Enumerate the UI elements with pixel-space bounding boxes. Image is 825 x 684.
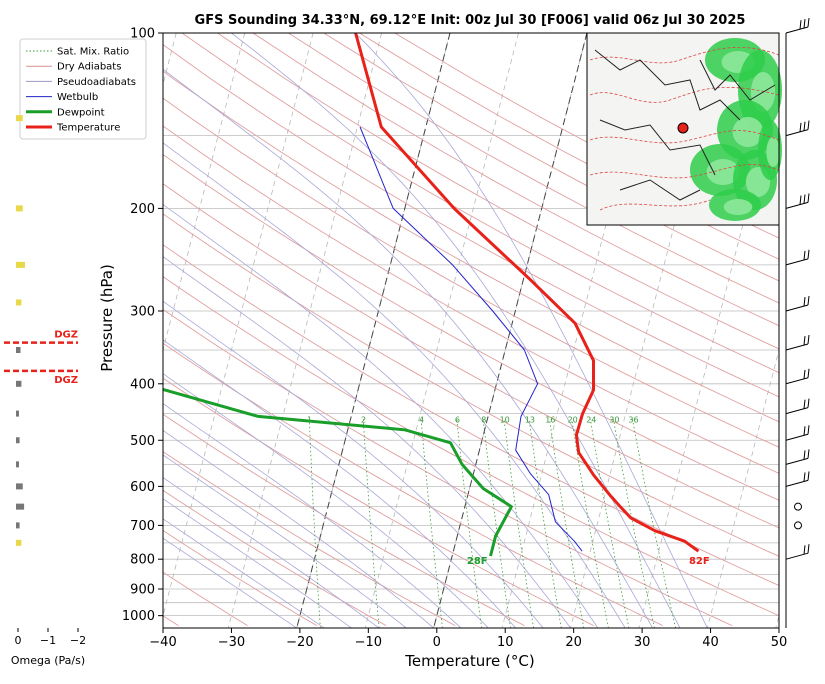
- chart-title: GFS Sounding 34.33°N, 69.12°E Init: 00z …: [195, 13, 746, 28]
- precip-area: [724, 199, 753, 215]
- y-tick-label: 900: [130, 582, 155, 597]
- surface-temperature-label: 82F: [689, 556, 710, 567]
- precip-area: [766, 137, 779, 167]
- y-tick-label: 200: [130, 202, 155, 217]
- dgz-label: DGZ: [54, 330, 78, 341]
- omega-bar: [16, 540, 21, 546]
- omega-tick-label: −1: [40, 634, 56, 647]
- x-tick-label: −10: [355, 635, 382, 650]
- x-tick-label: −20: [286, 635, 313, 650]
- legend-label: Temperature: [56, 123, 120, 134]
- mixing-ratio-label: 36: [628, 416, 638, 425]
- omega-bar: [16, 115, 23, 121]
- x-tick-label: 0: [433, 635, 441, 650]
- y-tick-label: 400: [130, 377, 155, 392]
- mixing-ratio-label: 10: [500, 416, 510, 425]
- mixing-ratio-label: 30: [609, 416, 619, 425]
- mixing-ratio-label: 4: [419, 416, 424, 425]
- y-tick-label: 600: [130, 480, 155, 495]
- omega-bar: [16, 483, 23, 489]
- omega-axis-title: Omega (Pa/s): [11, 654, 85, 667]
- legend-label: Dewpoint: [57, 107, 105, 118]
- x-tick-label: −40: [149, 635, 176, 650]
- y-axis-title: Pressure (hPa): [98, 264, 116, 372]
- x-tick-label: 20: [565, 635, 582, 650]
- x-axis-title: Temperature (°C): [404, 652, 534, 670]
- omega-bar: [16, 299, 21, 305]
- legend: Sat. Mix. Ratio Dry Adiabats Pseudoadiabat…: [20, 39, 146, 139]
- mixing-ratio-label: 2: [361, 416, 366, 425]
- omega-tick-label: 0: [15, 634, 22, 647]
- mixing-ratio-label: 20: [568, 416, 578, 425]
- omega-bar: [16, 522, 20, 528]
- surface-dewpoint-label: 28F: [467, 556, 488, 567]
- mixing-ratio-label: 16: [545, 416, 555, 425]
- legend-label: Wetbulb: [57, 92, 98, 103]
- mixing-ratio-label: 8: [481, 416, 486, 425]
- omega-bar: [16, 347, 21, 353]
- mixing-ratio-label: 24: [586, 416, 596, 425]
- x-tick-label: 50: [771, 635, 788, 650]
- omega-bar: [16, 411, 19, 417]
- x-tick-label: 40: [702, 635, 719, 650]
- legend-label: Pseudoadiabats: [57, 77, 136, 88]
- omega-tick-label: −2: [70, 634, 86, 647]
- inset-map: [587, 33, 782, 225]
- legend-label: Dry Adiabats: [57, 62, 121, 73]
- omega-bar: [16, 381, 21, 387]
- x-tick-label: −30: [218, 635, 245, 650]
- omega-bar: [16, 262, 25, 268]
- dgz-label: DGZ: [54, 375, 78, 386]
- x-tick-label: 30: [634, 635, 651, 650]
- mixing-ratio-label: 1: [307, 416, 312, 425]
- y-tick-label: 800: [130, 553, 155, 568]
- y-tick-label: 700: [130, 519, 155, 534]
- omega-bar: [16, 205, 23, 211]
- location-marker: [678, 123, 688, 133]
- x-tick-label: 10: [497, 635, 514, 650]
- mixing-ratio-label: 6: [455, 416, 460, 425]
- mixing-ratio-label: 13: [525, 416, 535, 425]
- omega-bar: [16, 461, 19, 467]
- y-tick-label: 300: [130, 304, 155, 319]
- legend-label: Sat. Mix. Ratio: [57, 47, 129, 58]
- y-tick-label: 1000: [122, 609, 155, 624]
- y-tick-label: 500: [130, 434, 155, 449]
- omega-bar: [16, 504, 24, 510]
- omega-bar: [16, 437, 20, 443]
